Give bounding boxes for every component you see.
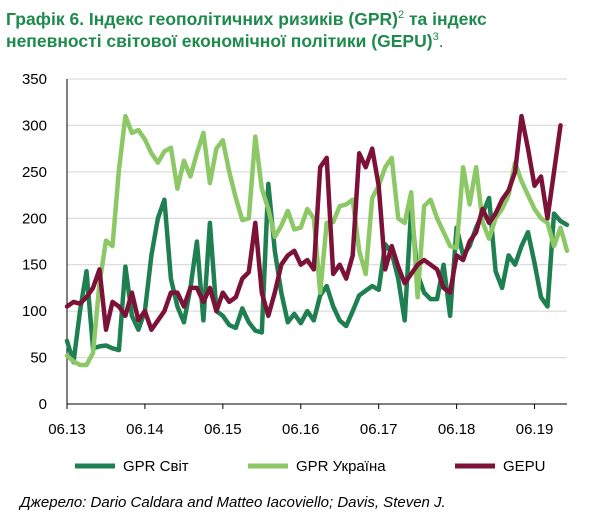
legend-label-0: GPR Світ — [123, 458, 189, 475]
y-tick-label: 150 — [22, 257, 47, 274]
x-tick-label: 06.16 — [282, 421, 320, 438]
y-tick-label: 300 — [22, 117, 47, 134]
x-tick-label: 06.14 — [126, 421, 164, 438]
series-lines — [64, 113, 570, 368]
legend: GPR Світ GPR Україна GEPU — [75, 458, 546, 475]
title-footnote-3: 3 — [432, 31, 439, 44]
title-line2: непевності світової економічної політики… — [6, 31, 433, 51]
title-line1: Графік 6. Індекс геополітичних ризиків (… — [6, 9, 398, 29]
y-tick-label: 100 — [22, 303, 47, 320]
x-tick-label: 06.13 — [48, 421, 86, 438]
title-line1-tail: та індекс — [404, 9, 487, 29]
y-tick-label: 350 — [22, 71, 47, 88]
x-tick-label: 06.17 — [360, 421, 398, 438]
source-note: Джерело: Dario Caldara and Matteo Iacovi… — [20, 494, 446, 511]
y-tick-labels: 0 50 100 150 200 250 300 350 — [22, 71, 47, 413]
title-footnote-2: 2 — [397, 9, 405, 22]
series-line-2 — [64, 113, 563, 332]
chart-title: Графік 6. Індекс геополітичних ризиків (… — [6, 8, 602, 52]
legend-label-2: GEPU — [503, 458, 546, 475]
y-tick-label: 250 — [22, 164, 47, 181]
title-line2-tail: . — [438, 31, 444, 51]
y-tick-label: 200 — [22, 210, 47, 227]
legend-label-1: GPR Україна — [296, 458, 386, 475]
x-tick-label: 06.15 — [204, 421, 242, 438]
axes — [66, 79, 567, 409]
x-tick-label: 06.18 — [438, 421, 476, 438]
x-tick-labels: 06.13 06.14 06.15 06.16 06.17 06.18 06.19 — [48, 421, 553, 438]
y-tick-label: 0 — [39, 396, 47, 413]
y-tick-label: 50 — [30, 350, 47, 367]
series-line-1 — [64, 113, 570, 368]
x-tick-label: 06.19 — [516, 421, 554, 438]
